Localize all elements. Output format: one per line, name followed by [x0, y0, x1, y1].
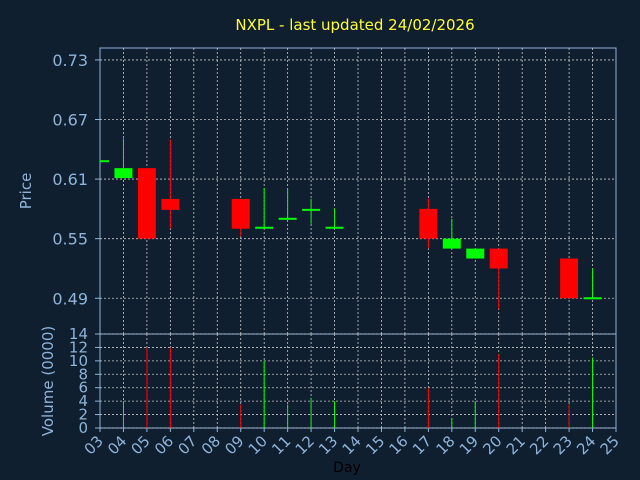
- candle-body: [583, 297, 602, 300]
- x-tick-label: 12: [292, 432, 318, 458]
- x-tick-label: 14: [339, 432, 365, 458]
- volume-tick-label: 12: [69, 338, 88, 356]
- candle-body: [137, 168, 156, 239]
- volume-tick-label: 4: [78, 392, 88, 410]
- candle-body: [560, 258, 579, 299]
- x-tick-label: 05: [128, 432, 154, 458]
- x-tick-label: 15: [362, 432, 388, 458]
- x-ticks: 0304050607080910111213141516171819202122…: [81, 428, 623, 458]
- volume-tick-label: 6: [78, 379, 88, 397]
- x-tick-label: 08: [198, 432, 224, 458]
- price-tick-label: 0.61: [52, 170, 88, 189]
- volume-grid: [100, 333, 616, 429]
- price-grid: [100, 48, 616, 334]
- x-tick-label: 22: [526, 432, 552, 458]
- x-tick-label: 25: [597, 432, 623, 458]
- x-tick-label: 20: [479, 432, 505, 458]
- volume-panel-border: [99, 333, 617, 429]
- price-y-ticks: 0.73 0.67 0.61 0.55 0.49: [52, 51, 100, 308]
- x-tick-label: 07: [174, 432, 200, 458]
- volume-tick-label: 8: [78, 365, 88, 383]
- candle-body: [278, 217, 297, 220]
- candle-body: [161, 198, 180, 210]
- candle-body: [466, 248, 485, 259]
- price-tick-label: 0.49: [52, 289, 88, 308]
- x-tick-label: 24: [573, 432, 599, 458]
- volume-tick-label: 14: [69, 325, 88, 343]
- volume-bars: [122, 347, 594, 428]
- price-tick-label: 0.73: [52, 51, 88, 70]
- candle-body: [489, 248, 508, 269]
- x-tick-label: 10: [245, 432, 271, 458]
- price-tick-label: 0.55: [52, 230, 88, 249]
- x-tick-label: 06: [151, 432, 177, 458]
- candle-body: [100, 160, 109, 163]
- price-panel: 0.73 0.67 0.61 0.55 0.49 Price: [17, 47, 617, 335]
- candle-body: [419, 208, 438, 239]
- candle-body: [325, 226, 344, 229]
- price-tick-label: 0.67: [52, 111, 88, 130]
- price-panel-border: [99, 47, 617, 335]
- x-tick-label: 11: [268, 432, 294, 458]
- candle-body: [231, 198, 250, 229]
- x-tick-label: 19: [456, 432, 482, 458]
- volume-axis-label: Volume (0000): [39, 326, 57, 436]
- candle-body: [302, 208, 321, 211]
- x-tick-label: 23: [550, 432, 576, 458]
- x-axis-label: Day: [333, 460, 361, 476]
- x-tick-label: 18: [432, 432, 458, 458]
- chart-title: NXPL - last updated 24/02/2026: [235, 16, 474, 34]
- x-tick-label: 16: [386, 432, 412, 458]
- volume-tick-label: 2: [78, 406, 88, 424]
- candle-body: [442, 238, 461, 249]
- x-tick-label: 17: [409, 432, 435, 458]
- x-tick-label: 21: [503, 432, 529, 458]
- volume-tick-label: 10: [69, 352, 88, 370]
- x-tick-label: 04: [104, 432, 130, 458]
- candle-body: [255, 226, 274, 229]
- candles: [99, 138, 602, 310]
- price-axis-label: Price: [17, 173, 35, 210]
- volume-tick-label: 0: [78, 419, 88, 437]
- candle-body: [114, 168, 133, 179]
- x-tick-label: 09: [221, 432, 247, 458]
- x-tick-label: 13: [315, 432, 341, 458]
